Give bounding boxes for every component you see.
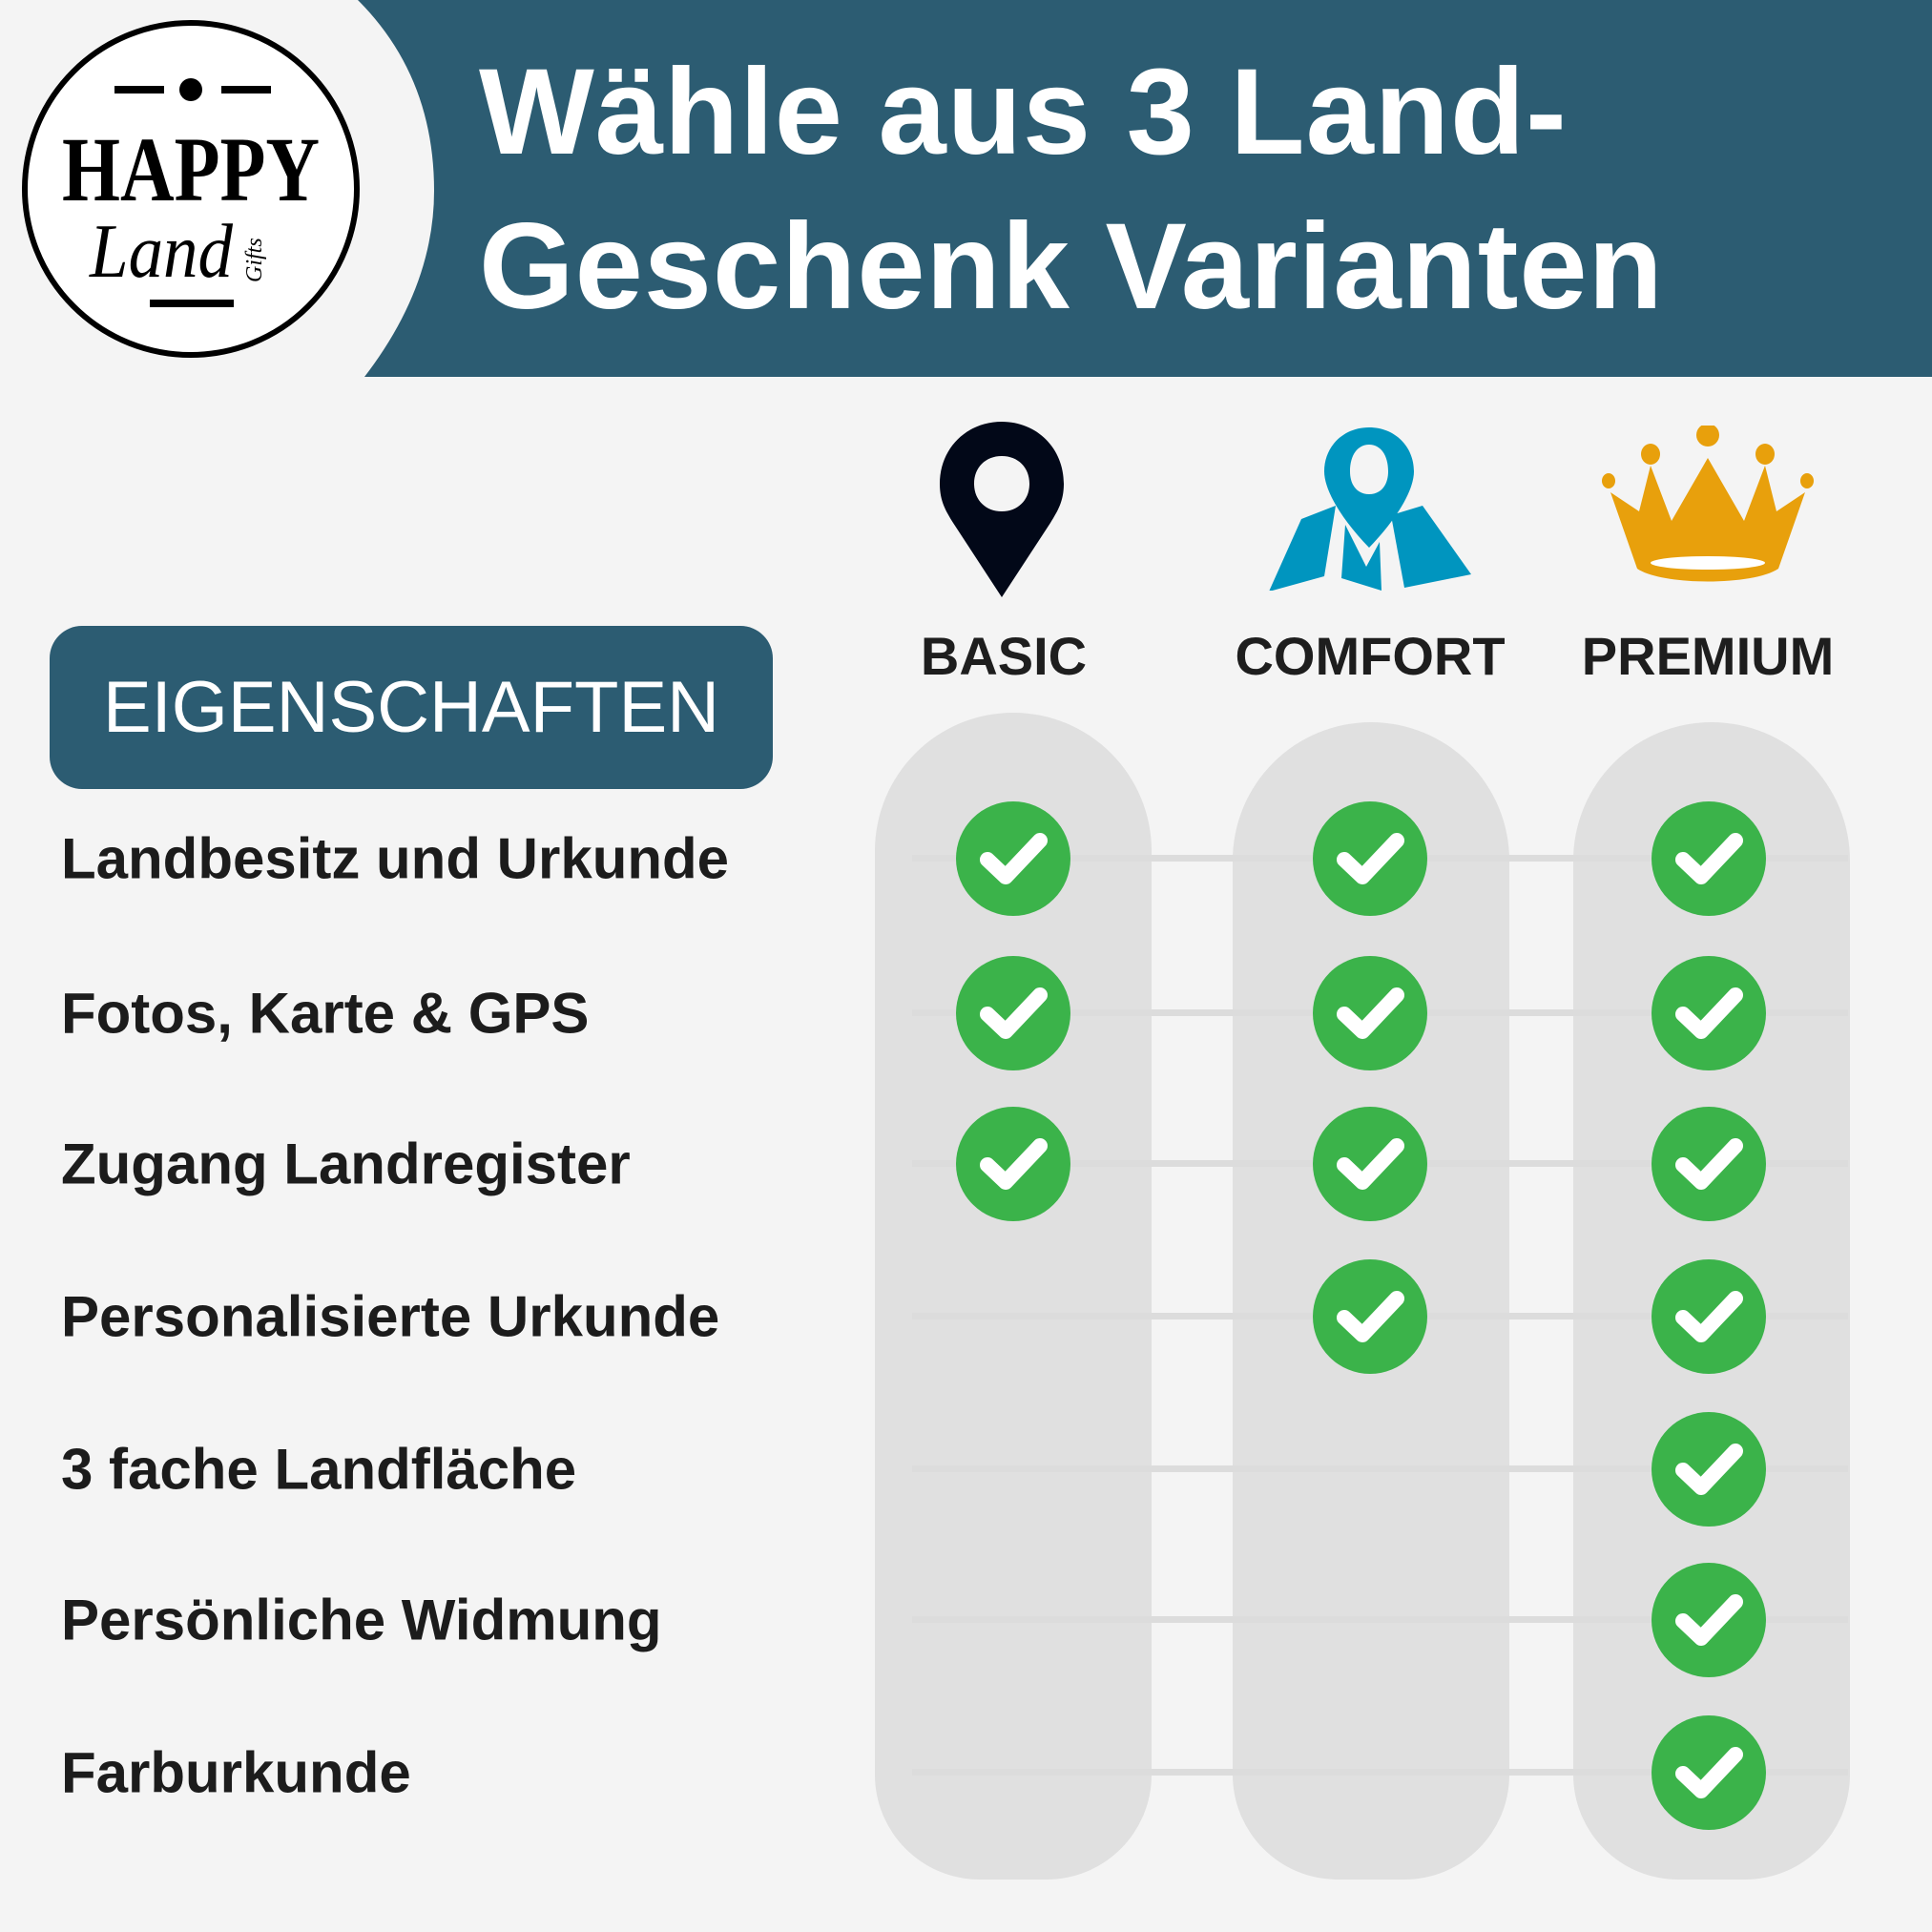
features-heading: EIGENSCHAFTEN <box>50 626 773 789</box>
row-divider <box>912 1769 1848 1776</box>
page-title-line-1: Wähle aus 3 Land- <box>479 44 1568 180</box>
plan-label-premium: PREMIUM <box>1581 626 1835 686</box>
header-banner <box>358 0 1932 377</box>
check-icon <box>1652 1563 1766 1677</box>
map-location-icon <box>1269 427 1471 591</box>
feature-label: Persönliche Widmung <box>61 1588 662 1652</box>
svg-text:Gifts: Gifts <box>242 238 267 282</box>
page-title-line-2: Geschenk Varianten <box>479 198 1664 335</box>
check-icon <box>1652 1259 1766 1374</box>
check-icon <box>1652 1412 1766 1527</box>
happy-land-gifts-logo: HAPPY Land Gifts <box>22 20 360 358</box>
svg-text:HAPPY: HAPPY <box>62 118 320 220</box>
check-icon <box>1313 1107 1427 1221</box>
check-icon <box>1313 1259 1427 1374</box>
feature-label: Farburkunde <box>61 1740 411 1805</box>
check-icon <box>956 1107 1070 1221</box>
map-pin-icon <box>940 422 1064 597</box>
svg-text:Land: Land <box>89 210 234 294</box>
check-icon <box>956 956 1070 1070</box>
feature-label: Fotos, Karte & GPS <box>61 981 590 1046</box>
check-icon <box>1652 1715 1766 1830</box>
plan-label-basic: BASIC <box>920 626 1088 686</box>
crown-icon <box>1602 426 1814 582</box>
feature-label: Landbesitz und Urkunde <box>61 826 730 891</box>
feature-label: Personalisierte Urkunde <box>61 1284 720 1349</box>
check-icon <box>1652 801 1766 916</box>
check-icon <box>1652 1107 1766 1221</box>
feature-label: Zugang Landregister <box>61 1132 631 1196</box>
plan-label-comfort: COMFORT <box>1235 626 1506 686</box>
check-icon <box>1313 801 1427 916</box>
feature-label: 3 fache Landfläche <box>61 1437 577 1502</box>
row-divider <box>912 1616 1848 1623</box>
check-icon <box>1652 956 1766 1070</box>
check-icon <box>1313 956 1427 1070</box>
check-icon <box>956 801 1070 916</box>
row-divider <box>912 1465 1848 1472</box>
